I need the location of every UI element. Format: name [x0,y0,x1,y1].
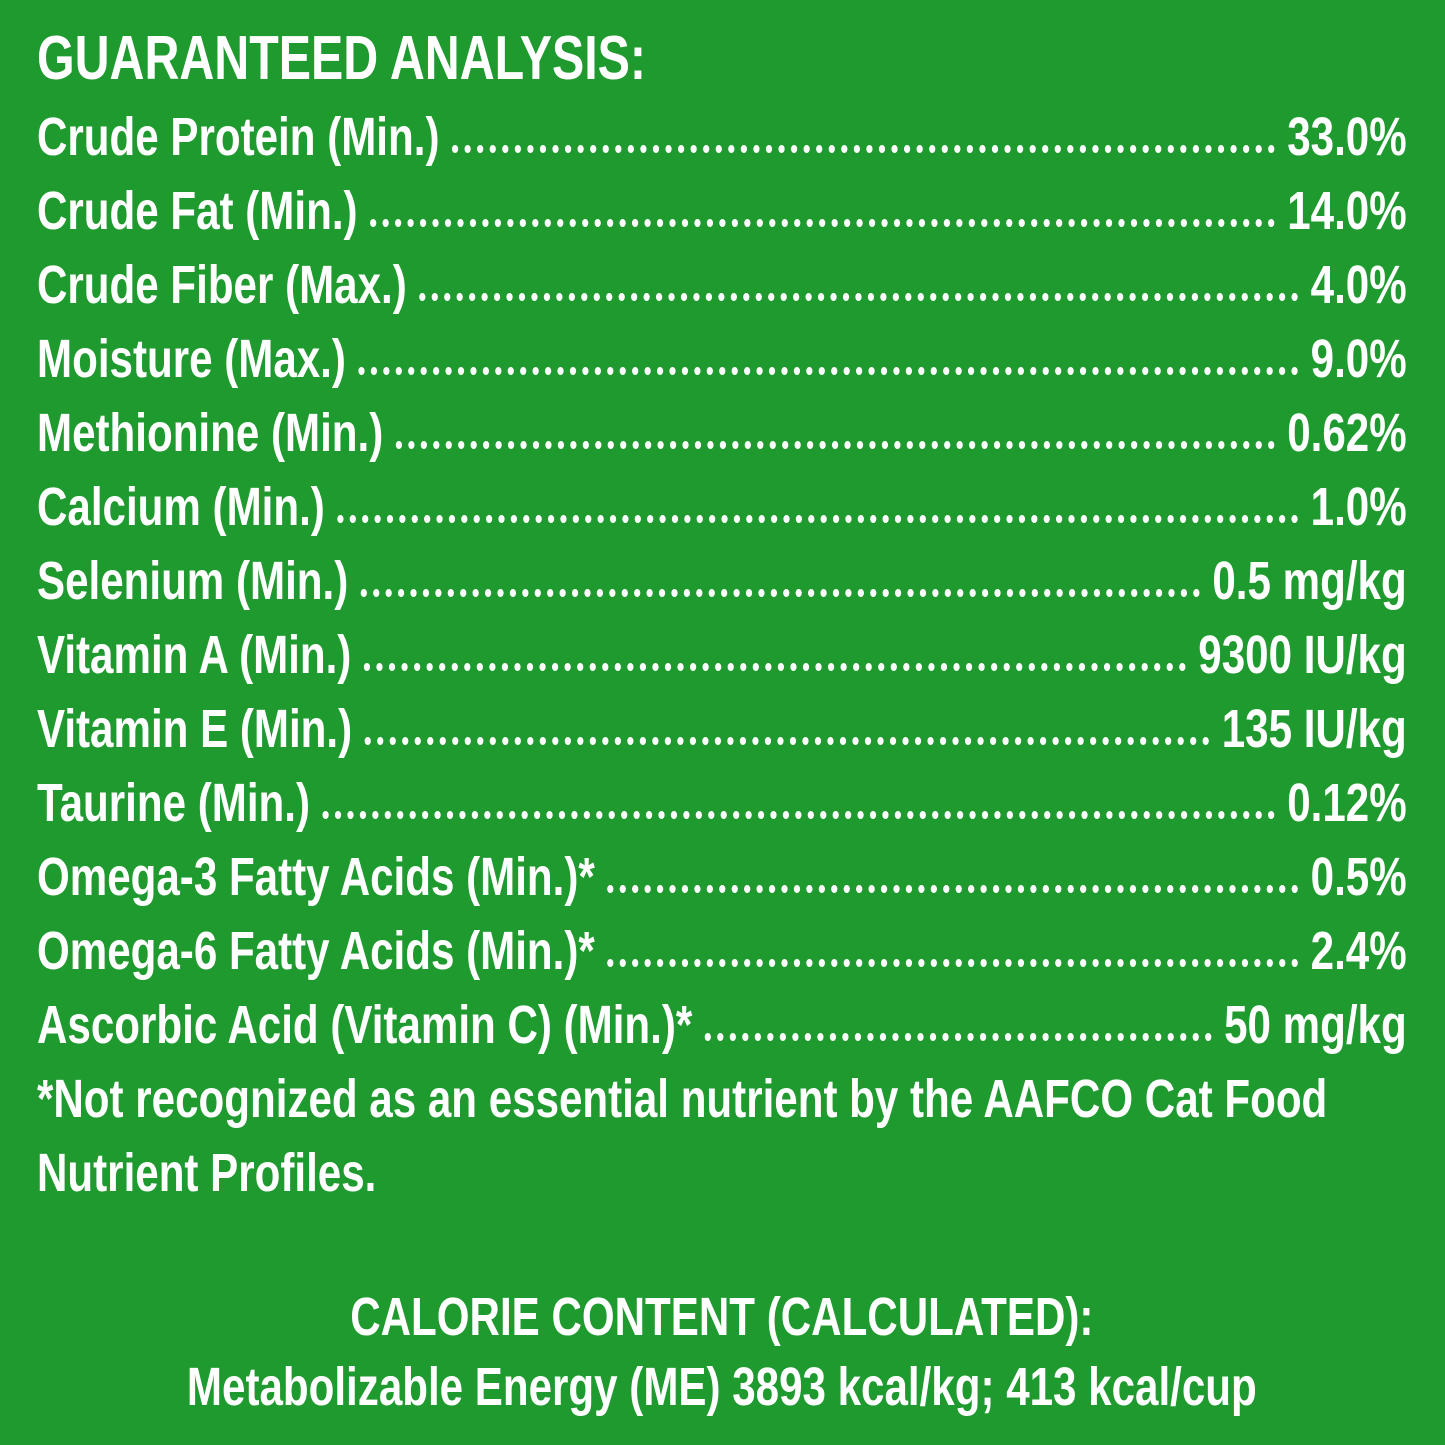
dot-leader [607,959,1299,967]
analysis-row: Vitamin A (Min.) 9300 IU/kg [37,618,1407,692]
nutrient-label: Calcium (Min.) [37,477,325,537]
nutrient-value: 135 IU/kg [1221,699,1407,759]
analysis-row: Moisture (Max.) 9.0% [37,322,1407,396]
dot-leader [363,663,1186,671]
analysis-row: Ascorbic Acid (Vitamin C) (Min.)* 50 mg/k… [37,988,1407,1062]
analysis-row: Vitamin E (Min.) 135 IU/kg [37,692,1407,766]
nutrient-label: Methionine (Min.) [37,403,384,463]
nutrient-value: 9300 IU/kg [1198,625,1407,685]
nutrient-label: Selenium (Min.) [37,551,349,611]
dot-leader [337,515,1299,523]
nutrient-value: 4.0% [1310,255,1407,315]
nutrient-value: 33.0% [1287,107,1407,167]
nutrient-value: 1.0% [1310,477,1407,537]
nutrient-value: 9.0% [1310,329,1407,389]
analysis-row: Taurine (Min.) 0.12% [37,766,1407,840]
nutrient-value: 0.62% [1287,403,1407,463]
analysis-row: Omega-3 Fatty Acids (Min.)* 0.5% [37,840,1407,914]
dot-leader [358,367,1299,375]
calorie-heading: CALORIE CONTENT (CALCULATED): [350,1287,1094,1347]
nutrient-label: Crude Protein (Min.) [37,107,440,167]
label-panel: GUARANTEED ANALYSIS: Crude Protein (Min.… [37,18,1407,1422]
analysis-row: Calcium (Min.) 1.0% [37,470,1407,544]
analysis-row: Omega-6 Fatty Acids (Min.)* 2.4% [37,914,1407,988]
footnote-line: *Not recognized as an essential nutrient… [37,1069,1328,1129]
nutrient-label: Omega-3 Fatty Acids (Min.)* [37,847,595,907]
analysis-row: Crude Fiber (Max.) 4.0% [37,248,1407,322]
footnote: *Not recognized as an essential nutrient… [37,1062,1407,1210]
dot-leader [364,737,1210,745]
nutrient-label: Omega-6 Fatty Acids (Min.)* [37,921,595,981]
nutrient-label: Vitamin A (Min.) [37,625,352,685]
dot-leader [451,145,1275,153]
title: GUARANTEED ANALYSIS: [37,24,647,93]
dot-leader [370,219,1275,227]
nutrient-value: 0.12% [1287,773,1407,833]
footnote-line: Nutrient Profiles. [37,1143,377,1203]
dot-leader [395,441,1275,449]
dot-leader [322,811,1275,819]
nutrient-label: Crude Fat (Min.) [37,181,358,241]
nutrient-label: Vitamin E (Min.) [37,699,353,759]
nutrient-value: 14.0% [1287,181,1407,241]
nutrient-value: 50 mg/kg [1224,995,1407,1055]
analysis-row: Methionine (Min.) 0.62% [37,396,1407,470]
nutrient-value: 0.5% [1310,847,1407,907]
calorie-text: Metabolizable Energy (ME) 3893 kcal/kg; … [186,1357,1257,1417]
analysis-row: Crude Protein (Min.) 33.0% [37,100,1407,174]
dot-leader [704,1033,1212,1041]
nutrient-label: Crude Fiber (Max.) [37,255,407,315]
analysis-list: Crude Protein (Min.) 33.0% Crude Fat (Min.… [37,100,1407,1062]
nutrient-label: Taurine (Min.) [37,773,310,833]
dot-leader [607,885,1299,893]
dot-leader [360,589,1200,597]
nutrient-label: Moisture (Max.) [37,329,346,389]
nutrient-value: 2.4% [1310,921,1407,981]
nutrient-value: 0.5 mg/kg [1212,551,1407,611]
analysis-row: Selenium (Min.) 0.5 mg/kg [37,544,1407,618]
dot-leader [419,293,1299,301]
analysis-row: Crude Fat (Min.) 14.0% [37,174,1407,248]
nutrient-label: Ascorbic Acid (Vitamin C) (Min.)* [37,995,693,1055]
